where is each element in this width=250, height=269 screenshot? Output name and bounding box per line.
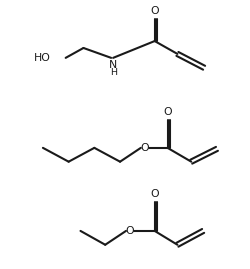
Text: HO: HO xyxy=(34,53,51,63)
Text: O: O xyxy=(150,6,159,16)
Text: N: N xyxy=(109,60,117,70)
Text: O: O xyxy=(163,107,172,117)
Text: O: O xyxy=(126,226,134,236)
Text: H: H xyxy=(110,68,117,77)
Text: O: O xyxy=(140,143,149,153)
Text: O: O xyxy=(150,189,159,199)
